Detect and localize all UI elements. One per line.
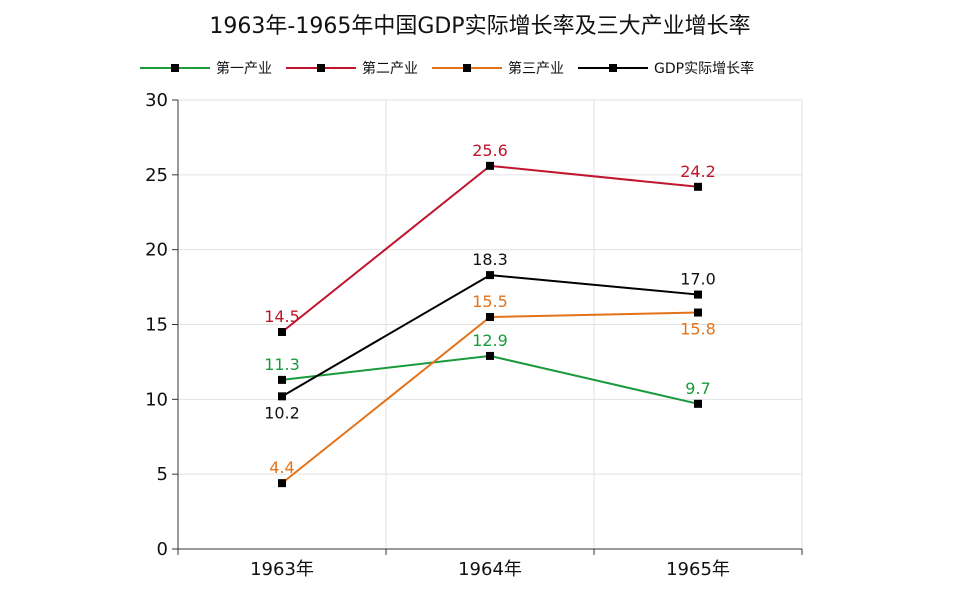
y-tick-label: 0	[157, 539, 168, 560]
x-tick-label: 1965年	[666, 559, 730, 580]
legend-label: 第三产业	[508, 61, 564, 77]
legend: 第一产业 第二产业 第三产业 GDP实际增长率	[140, 56, 768, 80]
data-point	[486, 313, 494, 322]
legend-swatch	[432, 61, 502, 75]
data-point	[278, 392, 286, 401]
legend-swatch	[286, 61, 356, 75]
data-label: 4.4	[269, 458, 294, 477]
data-label: 12.9	[472, 331, 508, 350]
y-tick-label: 20	[145, 240, 168, 261]
y-tick-label: 25	[145, 165, 168, 186]
data-label: 10.2	[264, 403, 300, 422]
data-point	[486, 161, 494, 170]
legend-item: 第一产业	[140, 58, 272, 78]
data-label: 15.5	[472, 292, 508, 311]
data-point	[278, 327, 286, 336]
data-label: 15.8	[680, 320, 716, 339]
data-point	[278, 375, 286, 384]
legend-label: GDP实际增长率	[654, 61, 755, 77]
y-tick-label: 10	[145, 389, 168, 410]
data-label: 25.6	[472, 141, 508, 160]
data-label: 24.2	[680, 162, 716, 181]
legend-label: 第二产业	[362, 61, 418, 77]
legend-label: 第一产业	[216, 61, 272, 77]
data-point	[694, 290, 702, 299]
data-label: 14.5	[264, 307, 300, 326]
legend-item: 第三产业	[432, 58, 564, 78]
y-tick-label: 30	[145, 90, 168, 111]
data-point	[486, 351, 494, 360]
data-label: 9.7	[685, 379, 710, 398]
data-point	[486, 271, 494, 280]
chart-title: 1963年-1965年中国GDP实际增长率及三大产业增长率	[209, 14, 751, 39]
y-tick-label: 5	[157, 464, 168, 485]
data-label: 17.0	[680, 270, 716, 289]
y-tick-label: 15	[145, 315, 168, 336]
data-point	[694, 308, 702, 317]
legend-swatch	[578, 61, 648, 75]
data-point	[694, 182, 702, 191]
legend-item: GDP实际增长率	[578, 58, 754, 78]
legend-swatch	[140, 61, 210, 75]
x-tick-label: 1963年	[250, 559, 314, 580]
data-label: 18.3	[472, 250, 508, 269]
legend-item: 第二产业	[286, 58, 418, 78]
data-label: 11.3	[264, 355, 300, 374]
x-tick-label: 1964年	[458, 559, 522, 580]
series-line	[281, 354, 699, 405]
data-point	[694, 399, 702, 408]
data-point	[278, 479, 286, 488]
